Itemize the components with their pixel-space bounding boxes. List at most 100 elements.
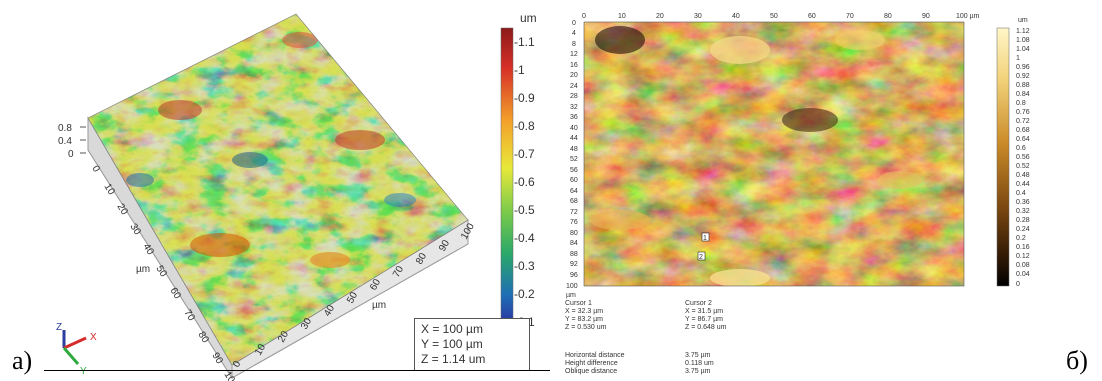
x-tick-label: 30 [299,316,314,332]
x-tick-label: 70 [391,264,406,280]
cursor-1-x: X = 32.3 µm [565,308,604,315]
colorbar-tick: 0.32 [1016,208,1030,215]
colorbar-tick: 1.12 [1016,28,1030,35]
cursor-1-info: Cursor 1 X = 32.3 µm Y = 83.2 µm Z = 0.5… [565,300,606,332]
colorbar-tick: -1.1 [514,35,535,49]
top-tick-label: 60 [808,13,816,20]
horizontal-distance-value: 3.75 µm [685,352,711,359]
left-tick-label: 84 [570,240,578,247]
colorbar-tick: 0.04 [1016,271,1030,278]
cursor-2-title: Cursor 2 [685,300,712,307]
colorbar-tick: 0 [1016,281,1020,288]
colorbar-tick: 1 [1016,55,1020,62]
left-tick-label: 92 [570,261,578,268]
colorbar-tick: 0.8 [1016,100,1026,107]
left-tick-label: 8 [572,41,576,48]
colorbar-tick: 0.52 [1016,163,1030,170]
left-tick-label: 16 [570,62,578,69]
top-tick-label: 90 [922,13,930,20]
top-axis: 0 10 20 30 40 50 60 70 80 90 100 µm [582,13,980,20]
left-tick-label: 32 [570,104,578,111]
horizontal-distance-label: Horizontal distance [565,352,625,359]
colorbar-tick: 0.44 [1016,181,1030,188]
colorbar-tick: 0.84 [1016,91,1030,98]
x-tick-label: 50 [345,290,360,306]
x-axis-unit: µm [372,300,386,311]
colorbar-tick: 0.08 [1016,262,1030,269]
z-tick-label: 0.4 [58,136,72,147]
top-tick-label: 30 [694,13,702,20]
left-tick-label: 0 [572,20,576,27]
left-tick-label: 12 [570,51,578,58]
left-tick-label: 4 [572,30,576,37]
dim-y: Y = 100 µm [421,337,483,351]
left-tick-label: 28 [570,93,578,100]
gizmo-z-label: Z [56,322,62,333]
colorbar-tick: 0.28 [1016,217,1030,224]
colorbar-a: um -1.1 -1 -0.9 -0.8 -0.7 -0.6 -0.5 -0.4… [500,11,537,369]
left-tick-label: 36 [570,114,578,121]
left-tick-label: 52 [570,156,578,163]
colorbar-tick: 0.36 [1016,199,1030,206]
colorbar-unit: um [1018,17,1028,24]
colorbar-tick: 0.12 [1016,253,1030,260]
dim-x: X = 100 µm [421,322,483,336]
dim-z: Z = 1.14 um [421,352,486,366]
oblique-distance-value: 3.75 µm [685,368,711,375]
cursor-markers[interactable]: 1 2 [697,232,710,261]
panel-a-label: а) [12,346,33,375]
cursor-2-info: Cursor 2 X = 31.5 µm Y = 86.7 µm Z = 0.6… [685,300,726,332]
top-tick-label: 50 [770,13,778,20]
z-tick-label: 0 [68,149,74,160]
distance-info: Horizontal distance 3.75 µm Height diffe… [565,352,714,376]
dimensions-info-box: X = 100 µm Y = 100 µm Z = 1.14 um [414,318,530,371]
colorbar-tick: 0.76 [1016,109,1030,116]
gizmo-y-label: Y [80,366,87,377]
cursor-1-marker-label: 1 [703,235,707,242]
cursor-2-y: Y = 86.7 µm [685,316,723,323]
surface-3d-render: 0.8 0.4 0 0 10 20 30 40 50 60 70 80 90 1… [56,11,537,381]
colorbar-tick: -0.8 [514,119,535,133]
top-tick-label: 80 [884,13,892,20]
colorbar-tick: -0.4 [514,231,535,245]
colorbar-tick: 0.6 [1016,145,1026,152]
left-tick-label: 76 [570,219,578,226]
colorbar-unit: um [520,11,537,25]
left-tick-label: 100 [566,283,578,290]
left-tick-label: 24 [570,83,578,90]
y-tick-label: 100 [221,370,239,381]
colorbar-tick: 0.68 [1016,127,1030,134]
panel-b-label: б) [1066,346,1088,375]
height-difference-label: Height difference [565,360,618,367]
cursor-2-marker-label: 2 [699,254,703,261]
colorbar-tick: -0.9 [514,91,535,105]
panel-b-2d-map: 1 2 0 10 20 30 40 50 60 70 80 90 100 µm … [560,0,1102,381]
height-difference-value: 0.118 um [685,360,714,367]
top-tick-label: 40 [732,13,740,20]
colorbar-tick: 0.48 [1016,172,1030,179]
left-tick-label: 40 [570,125,578,132]
left-tick-label: 88 [570,251,578,258]
x-tick-label: 40 [322,303,337,319]
top-tick-label: 10 [618,13,626,20]
left-tick-label: 44 [570,135,578,142]
cursor-info-panel: Cursor 1 X = 32.3 µm Y = 83.2 µm Z = 0.5… [565,300,985,381]
cursor-1-z: Z = 0.530 um [565,324,607,331]
colorbar-b: um 1.12 1.08 1.04 1 0.96 0.92 0.88 0.84 … [996,17,1030,288]
cursor-1-y: Y = 83.2 µm [565,316,603,323]
colorbar-tick: 0.96 [1016,64,1030,71]
top-tick-label: 100 µm [956,13,980,20]
height-map: 1 2 0 10 20 30 40 50 60 70 80 90 100 µm … [566,13,1030,299]
afm-map-image [584,22,964,286]
cursor-2-x: X = 31.5 µm [685,308,724,315]
left-tick-label: 56 [570,167,578,174]
y-tick-label: 0 [89,164,102,175]
x-tick-label: 90 [437,238,452,254]
cursor-1-marker[interactable] [701,232,710,242]
colorbar-tick: 0.72 [1016,118,1030,125]
y-axis-unit: µm [136,264,150,275]
cursor-2-marker[interactable] [697,251,706,261]
colorbar-tick: -0.3 [514,259,535,273]
top-tick-label: 0 [582,13,586,20]
orientation-gizmo-icon: Z X Y [56,322,97,377]
